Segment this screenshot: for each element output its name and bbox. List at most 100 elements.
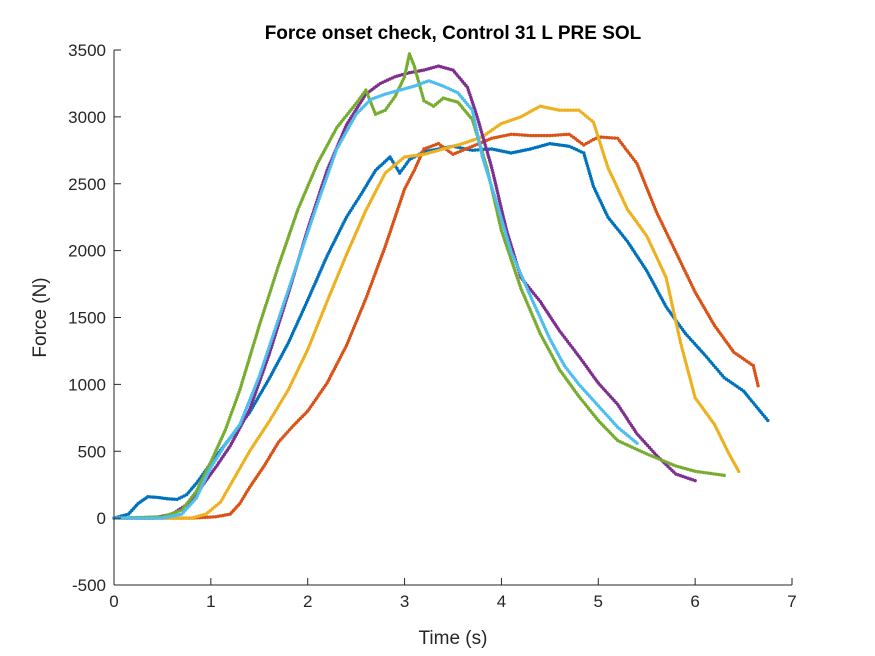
series-2-point [602, 135, 606, 139]
series-3-point [181, 516, 186, 520]
y-tick-label: 1000 [68, 375, 106, 394]
series-2-point [528, 133, 533, 138]
series-3-point [557, 108, 562, 112]
series-2-point [534, 133, 538, 138]
series-5-point [704, 471, 708, 475]
series-2-point [756, 384, 760, 388]
series-2-point [542, 133, 546, 138]
series-5-point [717, 472, 721, 477]
series-4-point [693, 478, 697, 483]
series-3-point [676, 331, 681, 335]
series-2-point [520, 133, 524, 137]
series-3-point [674, 321, 678, 325]
series-1-point [172, 497, 177, 501]
series-3-point [595, 130, 599, 134]
series-5-point [701, 470, 705, 475]
series-2-point [531, 133, 535, 138]
series-layer [112, 52, 770, 520]
series-1-point [766, 418, 770, 423]
series-5-point [693, 469, 697, 473]
series-4-point [488, 160, 492, 165]
series-4-point [483, 143, 487, 147]
series-2-point [537, 133, 541, 138]
series-2-point [208, 515, 212, 519]
series-2-point [591, 137, 596, 142]
x-axis-label: Time (s) [419, 628, 488, 649]
series-4-point [487, 155, 491, 160]
series-3-point [666, 283, 670, 287]
series-6-point [475, 131, 479, 135]
chart-title: Force onset check, Control 31 L PRE SOL [265, 23, 642, 44]
series-1-point [586, 166, 590, 171]
series-2-point [523, 133, 527, 137]
series-4-point [476, 117, 480, 122]
series-6-point [153, 516, 157, 520]
series-4-point [494, 183, 498, 188]
series-6-point [142, 516, 147, 520]
series-1 [112, 141, 770, 520]
series-4-point [491, 173, 496, 178]
x-tick-label: 4 [497, 592, 506, 611]
series-3-point [176, 516, 180, 520]
series-1-point [151, 495, 155, 499]
x-tick-label: 2 [303, 592, 312, 611]
series-4-point [479, 130, 484, 134]
series-5-point [422, 99, 426, 103]
series-6-point [135, 516, 139, 520]
series-4-point [478, 125, 482, 129]
series-3-point [410, 154, 414, 158]
series-2-point [562, 132, 566, 137]
series-1-point [588, 174, 593, 178]
series-3-point [568, 108, 573, 112]
series-2-point [211, 515, 215, 519]
y-tick-label: 1500 [68, 309, 106, 328]
series-6-point [140, 516, 144, 520]
series-1-point [582, 151, 586, 155]
series-2-point [599, 135, 603, 139]
series-2-point [751, 363, 755, 368]
axes-box [114, 50, 792, 585]
series-3-point [187, 516, 191, 520]
series-1-point [587, 169, 591, 173]
series-1-point [583, 156, 587, 160]
series-1-point [557, 143, 562, 147]
series-2-point [548, 133, 552, 138]
series-5-point [234, 398, 238, 402]
series-5-point [722, 473, 726, 478]
series-3-point [668, 295, 673, 300]
series-4-point [496, 194, 501, 198]
series-2-point [509, 132, 513, 136]
series-6-point [150, 516, 154, 520]
series-3-point [574, 108, 578, 112]
series-1-point [590, 179, 594, 183]
series-2-point [610, 136, 614, 140]
y-tick-label: 2500 [68, 175, 106, 194]
x-tick-label: 7 [787, 592, 796, 611]
series-2-point [539, 133, 544, 138]
series-2-point [613, 136, 617, 140]
series-5-point [709, 471, 713, 476]
y-tick-label: -500 [72, 576, 106, 595]
series-6-point [132, 516, 137, 520]
series-4-point [485, 148, 489, 152]
series-5-point [402, 75, 407, 79]
series-3-point [598, 140, 602, 145]
x-tick-label: 5 [594, 592, 603, 611]
series-6-point [148, 516, 152, 520]
series-5-point [706, 471, 711, 475]
y-tick-label: 3500 [68, 41, 106, 60]
series-5-point [264, 301, 269, 305]
series-1-point [589, 177, 593, 181]
series-1-point [584, 159, 588, 163]
series-5-point [499, 226, 503, 230]
series-6-point [130, 516, 134, 520]
series-6-point [155, 516, 159, 520]
series-6-point [127, 516, 131, 520]
series-4-point [499, 207, 504, 211]
series-5-point [275, 268, 279, 273]
series-5-point [719, 473, 724, 477]
series-2-point [550, 133, 555, 138]
series-4-point [496, 191, 500, 195]
